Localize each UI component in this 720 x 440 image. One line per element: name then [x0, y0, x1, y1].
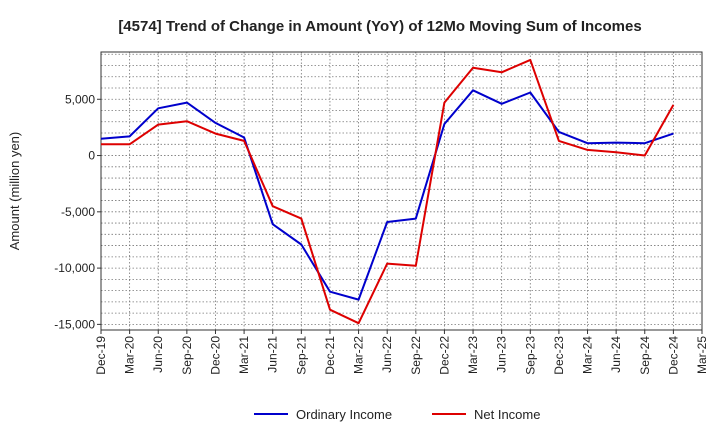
x-tick-label: Mar-23	[466, 336, 480, 374]
x-tick-label: Sep-23	[523, 336, 537, 375]
x-tick-label: Sep-20	[180, 336, 194, 375]
plot-background	[101, 52, 702, 330]
x-tick-label: Dec-22	[437, 336, 451, 375]
x-tick-label: Jun-24	[609, 336, 623, 373]
y-axis-label: Amount (million yen)	[7, 132, 22, 251]
x-tick-label: Dec-21	[323, 336, 337, 375]
series-line-0	[100, 89, 674, 301]
x-tick-label: Dec-19	[94, 336, 108, 375]
x-tick-label: Mar-21	[237, 336, 251, 374]
legend-label-0: Ordinary Income	[296, 407, 392, 422]
x-tick-label: Dec-23	[552, 336, 566, 375]
x-tick-label: Mar-20	[123, 336, 137, 374]
series-line-1	[101, 58, 675, 325]
x-tick-label: Sep-22	[409, 336, 423, 375]
chart-title: [4574] Trend of Change in Amount (YoY) o…	[118, 18, 641, 35]
plot-area: 5,000 0 -5,000 -10,000 -15,000 Dec-19 Mar-20 Ju…	[54, 51, 709, 375]
y-tick-label: 5,000	[65, 92, 95, 106]
x-tick-label: Mar-25	[695, 336, 709, 374]
y-tick-label: -10,000	[54, 261, 95, 275]
x-tick-label: Jun-20	[151, 336, 165, 373]
x-tick-label: Dec-20	[208, 336, 222, 375]
x-tick-label: Sep-24	[638, 336, 652, 375]
x-tick-label: Sep-21	[294, 336, 308, 375]
x-tick-label: Jun-22	[380, 336, 394, 373]
x-tick-label: Mar-24	[581, 336, 595, 374]
x-tick-label: Jun-21	[266, 336, 280, 373]
x-tick-label: Jun-23	[495, 336, 509, 373]
x-tick-label: Mar-22	[352, 336, 366, 374]
legend: Ordinary Income Net Income	[254, 407, 540, 422]
legend-label-1: Net Income	[474, 407, 540, 422]
y-tick-label: 0	[88, 149, 95, 163]
y-tick-label: -15,000	[54, 317, 95, 331]
y-tick-label: -5,000	[61, 205, 95, 219]
x-tick-label: Dec-24	[666, 336, 680, 375]
plot-frame	[100, 51, 703, 331]
